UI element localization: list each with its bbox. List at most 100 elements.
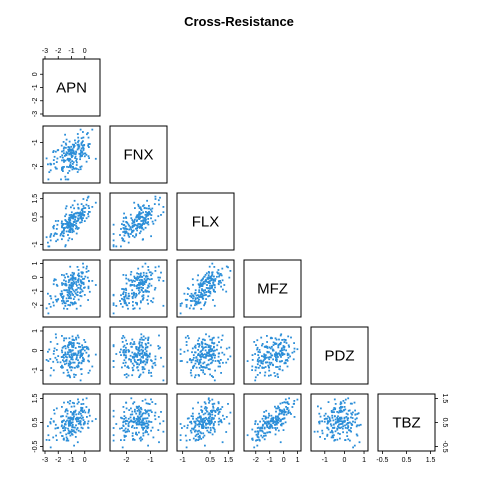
data-point [280, 410, 282, 412]
data-point [266, 425, 268, 427]
data-point [148, 269, 150, 271]
data-point [338, 424, 340, 426]
data-point [211, 342, 213, 344]
data-point [227, 403, 229, 405]
data-point [75, 153, 77, 155]
data-point [180, 313, 182, 315]
data-point [139, 217, 141, 219]
data-point [133, 284, 135, 286]
data-point [142, 291, 144, 293]
data-point [218, 341, 220, 343]
data-point [82, 353, 84, 355]
data-point [209, 276, 211, 278]
data-point [197, 431, 199, 433]
data-point [158, 266, 160, 268]
data-point [68, 421, 70, 423]
data-point [155, 266, 157, 268]
data-point [67, 304, 69, 306]
data-point [70, 164, 72, 166]
data-point [259, 372, 261, 374]
data-point [50, 447, 52, 449]
data-point [65, 208, 67, 210]
data-point [74, 219, 76, 221]
data-point [280, 420, 282, 422]
data-point [278, 368, 280, 370]
data-point [70, 369, 72, 371]
data-point [77, 399, 79, 401]
data-point [151, 421, 153, 423]
data-point [76, 294, 78, 296]
data-point [199, 355, 201, 357]
data-point [128, 236, 130, 238]
data-point [128, 229, 130, 231]
data-point [186, 299, 188, 301]
top-tick-label: 0 [83, 48, 87, 55]
data-point [49, 421, 51, 423]
data-point [125, 226, 127, 228]
data-point [132, 369, 134, 371]
data-point [206, 352, 208, 354]
data-point [285, 421, 287, 423]
data-point [125, 288, 127, 290]
data-point [82, 348, 84, 350]
data-point [274, 372, 276, 374]
data-point [72, 349, 74, 351]
data-point [330, 431, 332, 433]
data-point [132, 343, 134, 345]
data-point [88, 137, 90, 139]
data-point [186, 341, 188, 343]
data-point [60, 361, 62, 363]
data-point [257, 436, 259, 438]
data-point [125, 357, 127, 359]
data-point [139, 438, 141, 440]
data-point [145, 399, 147, 401]
data-point [57, 355, 59, 357]
data-point [218, 269, 220, 271]
data-point [66, 166, 68, 168]
data-point [200, 419, 202, 421]
data-point [208, 336, 210, 338]
data-point [349, 410, 351, 412]
data-point [115, 246, 117, 248]
data-point [332, 417, 334, 419]
data-point [207, 427, 209, 429]
data-point [142, 400, 144, 402]
data-point [50, 306, 52, 308]
data-point [139, 339, 141, 341]
data-point [55, 220, 57, 222]
data-point [82, 427, 84, 429]
data-point [293, 358, 295, 360]
data-point [293, 403, 295, 405]
data-point [278, 430, 280, 432]
data-point [84, 421, 86, 423]
data-point [83, 266, 85, 268]
data-point [277, 345, 279, 347]
data-point [197, 417, 199, 419]
data-point [201, 411, 203, 413]
data-point [66, 300, 68, 302]
data-point [72, 152, 74, 154]
data-point [208, 272, 210, 274]
data-point [146, 360, 148, 362]
data-point [286, 414, 288, 416]
data-point [56, 439, 58, 441]
data-point [147, 285, 149, 287]
data-point [124, 415, 126, 417]
data-point [87, 213, 89, 215]
data-point [187, 293, 189, 295]
data-point [297, 348, 299, 350]
data-point [138, 289, 140, 291]
data-point [212, 403, 214, 405]
panel-frame [177, 260, 234, 317]
data-point [146, 279, 148, 281]
data-point [121, 223, 123, 225]
data-point [71, 282, 73, 284]
data-point [52, 437, 54, 439]
data-point [270, 424, 272, 426]
data-point [88, 207, 90, 209]
data-point [340, 401, 342, 403]
data-point [332, 427, 334, 429]
data-point [221, 406, 223, 408]
data-point [113, 410, 115, 412]
data-point [73, 290, 75, 292]
